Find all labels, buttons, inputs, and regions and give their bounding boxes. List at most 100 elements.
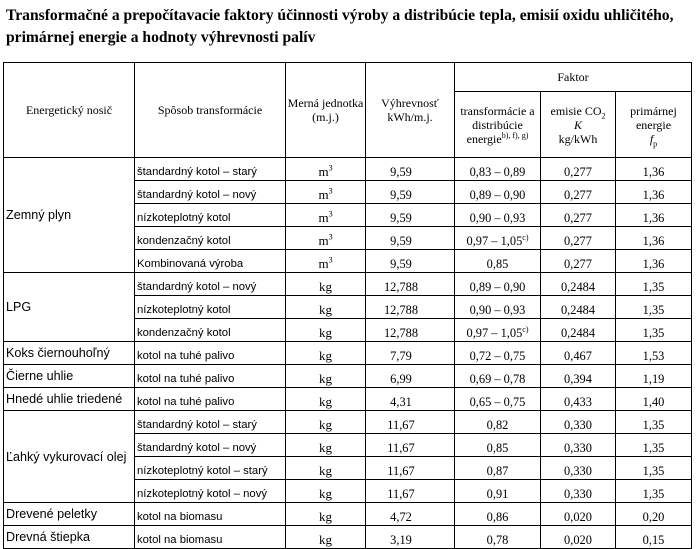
transformation-factor-cell: 0,65 – 0,75 — [454, 387, 541, 411]
unit-cell: kg — [285, 502, 366, 526]
co2-emission-cell: 0,330 — [540, 410, 616, 434]
transformation-factor-cell: 0,86 — [454, 502, 541, 526]
primary-energy-cell: 1,35 — [615, 456, 692, 480]
header-carrier: Energetický nosič — [3, 62, 135, 158]
primary-energy-cell: 1,35 — [615, 272, 692, 296]
co2-emission-cell: 0,467 — [540, 341, 616, 365]
unit-cell: kg — [285, 387, 366, 411]
unit-superscript: 3 — [328, 186, 333, 196]
table-row: Drevené peletky kotol na biomasu kg 4,72 0,8… — [3, 502, 692, 526]
primary-energy-cell: 0,15 — [615, 525, 692, 549]
transformation-method-cell: nízkoteplotný kotol – starý — [134, 456, 286, 480]
transformation-value: 0,87 — [486, 464, 509, 478]
energy-carrier-cell: Drevná štiepka — [3, 525, 135, 549]
transformation-method-cell: štandardný kotol – starý — [134, 410, 286, 434]
calorific-value-cell: 12,788 — [365, 318, 455, 342]
unit-superscript: 3 — [328, 255, 333, 265]
table-row: nízkoteplotný kotol kg 12,788 0,90 – 0,93 0,… — [4, 295, 692, 319]
unit-cell: kg — [285, 433, 366, 457]
co2-emission-cell: 0,394 — [540, 364, 616, 388]
transformation-factor-cell: 0,85 — [454, 249, 541, 273]
calorific-value-cell: 9,59 — [365, 203, 455, 227]
calorific-value-cell: 4,31 — [365, 387, 455, 411]
transformation-method-cell: štandardný kotol – nový — [134, 433, 286, 457]
primary-energy-cell: 1,36 — [615, 203, 692, 227]
transformation-factor-cell: 0,72 – 0,75 — [454, 341, 541, 365]
transformation-method-cell: kondenzačný kotol — [134, 226, 286, 250]
unit-cell: kg — [285, 456, 366, 480]
calorific-value-cell: 7,79 — [365, 341, 455, 365]
energy-carrier-cell: Koks čiernouhoľný — [3, 341, 135, 365]
unit-cell: m3 — [285, 157, 366, 181]
unit-cell: m3 — [285, 226, 366, 250]
table-row: Hnedé uhlie triedené kotol na tuhé palivo… — [3, 387, 692, 411]
transformation-value: 0,82 — [486, 418, 509, 432]
transformation-value: 0,65 – 0,75 — [469, 395, 526, 409]
co2-emission-cell: 0,277 — [540, 226, 616, 250]
energy-carrier-cell: LPG — [3, 272, 135, 342]
transformation-method-cell: kotol na tuhé palivo — [134, 387, 286, 411]
table-row: Koks čiernouhoľný kotol na tuhé palivo kg 7… — [3, 341, 692, 365]
transformation-method-cell: štandardný kotol – starý — [134, 157, 286, 181]
calorific-value-cell: 11,67 — [365, 479, 455, 503]
transformation-factor-cell: 0,87 — [454, 456, 541, 480]
transformation-method-cell: kotol na tuhé palivo — [134, 364, 286, 388]
transformation-factor-cell: 0,82 — [454, 410, 541, 434]
unit-value: kg — [319, 371, 332, 386]
table-row: štandardný kotol – nový m3 9,59 0,89 – 0,90… — [4, 180, 692, 204]
header-factor: Faktor — [454, 62, 692, 92]
table-row: Ľahký vykurovací olej štandardný kotol – … — [3, 410, 692, 503]
primary-energy-cell: 1,35 — [615, 479, 692, 503]
primary-energy-cell: 1,35 — [615, 318, 692, 342]
calorific-value-cell: 9,59 — [365, 226, 455, 250]
header-transformation: transformácie a distribúcie energieb), f… — [454, 91, 541, 158]
transformation-method-cell: štandardný kotol – nový — [134, 272, 286, 296]
table-row: nízkoteplotný kotol – starý kg 11,67 0,87 0,… — [4, 456, 692, 480]
header-calorific: Výhrevnosť kWh/m.j. — [365, 62, 455, 158]
transformation-method-cell: nízkoteplotný kotol – nový — [134, 479, 286, 503]
primary-energy-cell: 1,35 — [615, 295, 692, 319]
transformation-method-cell: kotol na biomasu — [134, 525, 286, 549]
co2-emission-cell: 0,277 — [540, 180, 616, 204]
unit-value: m — [318, 256, 329, 271]
calorific-value-cell: 9,59 — [365, 157, 455, 181]
transformation-value: 0,69 – 0,78 — [469, 372, 526, 386]
transformation-value: 0,97 – 1,05 — [466, 234, 523, 248]
transformation-value: 0,86 — [486, 510, 509, 524]
co2-emission-cell: 0,277 — [540, 157, 616, 181]
calorific-value-cell: 4,72 — [365, 502, 455, 526]
transformation-value: 0,83 – 0,89 — [469, 165, 526, 179]
table-row: Drevná štiepka kotol na biomasu kg 3,19 0,78… — [3, 525, 692, 549]
header-primary: primárnej energie fp — [615, 91, 692, 158]
co2-emission-cell: 0,277 — [540, 249, 616, 273]
page-title: Transformačné a prepočítavacie faktory ú… — [6, 7, 674, 46]
unit-value: m — [318, 164, 329, 179]
transformation-value: 0,90 – 0,93 — [469, 211, 526, 225]
unit-value: m — [318, 233, 329, 248]
transformation-factor-cell: 0,78 — [454, 525, 541, 549]
co2-emission-cell: 0,433 — [540, 387, 616, 411]
transformation-factor-cell: 0,83 – 0,89 — [454, 157, 541, 181]
unit-value: kg — [319, 486, 332, 501]
table-row: kondenzačný kotol m3 9,59 0,97 – 1,05c) 0,27… — [4, 226, 692, 250]
unit-cell: kg — [285, 295, 366, 319]
calorific-value-cell: 11,67 — [365, 410, 455, 434]
primary-energy-cell: 0,20 — [615, 502, 692, 526]
co2-emission-cell: 0,2484 — [540, 295, 616, 319]
primary-energy-cell: 1,40 — [615, 387, 692, 411]
table-row: Čierne uhlie kotol na tuhé palivo kg 6,99 0,… — [3, 364, 692, 388]
unit-value: kg — [319, 325, 332, 340]
header-unit: Merná jednotka (m.j.) — [285, 62, 366, 158]
unit-value: kg — [319, 348, 332, 363]
transformation-factor-cell: 0,97 – 1,05c) — [454, 226, 541, 250]
transformation-method-cell: kondenzačný kotol — [134, 318, 286, 342]
co2-emission-cell: 0,330 — [540, 456, 616, 480]
unit-value: kg — [319, 279, 332, 294]
transformation-method-cell: kotol na biomasu — [134, 502, 286, 526]
unit-cell: m3 — [285, 203, 366, 227]
factors-table: Energetický nosič Spôsob transformácie M… — [3, 62, 692, 549]
unit-value: kg — [319, 509, 332, 524]
transformation-factor-cell: 0,69 – 0,78 — [454, 364, 541, 388]
transformation-method-cell: Kombinovaná výroba — [134, 249, 286, 273]
